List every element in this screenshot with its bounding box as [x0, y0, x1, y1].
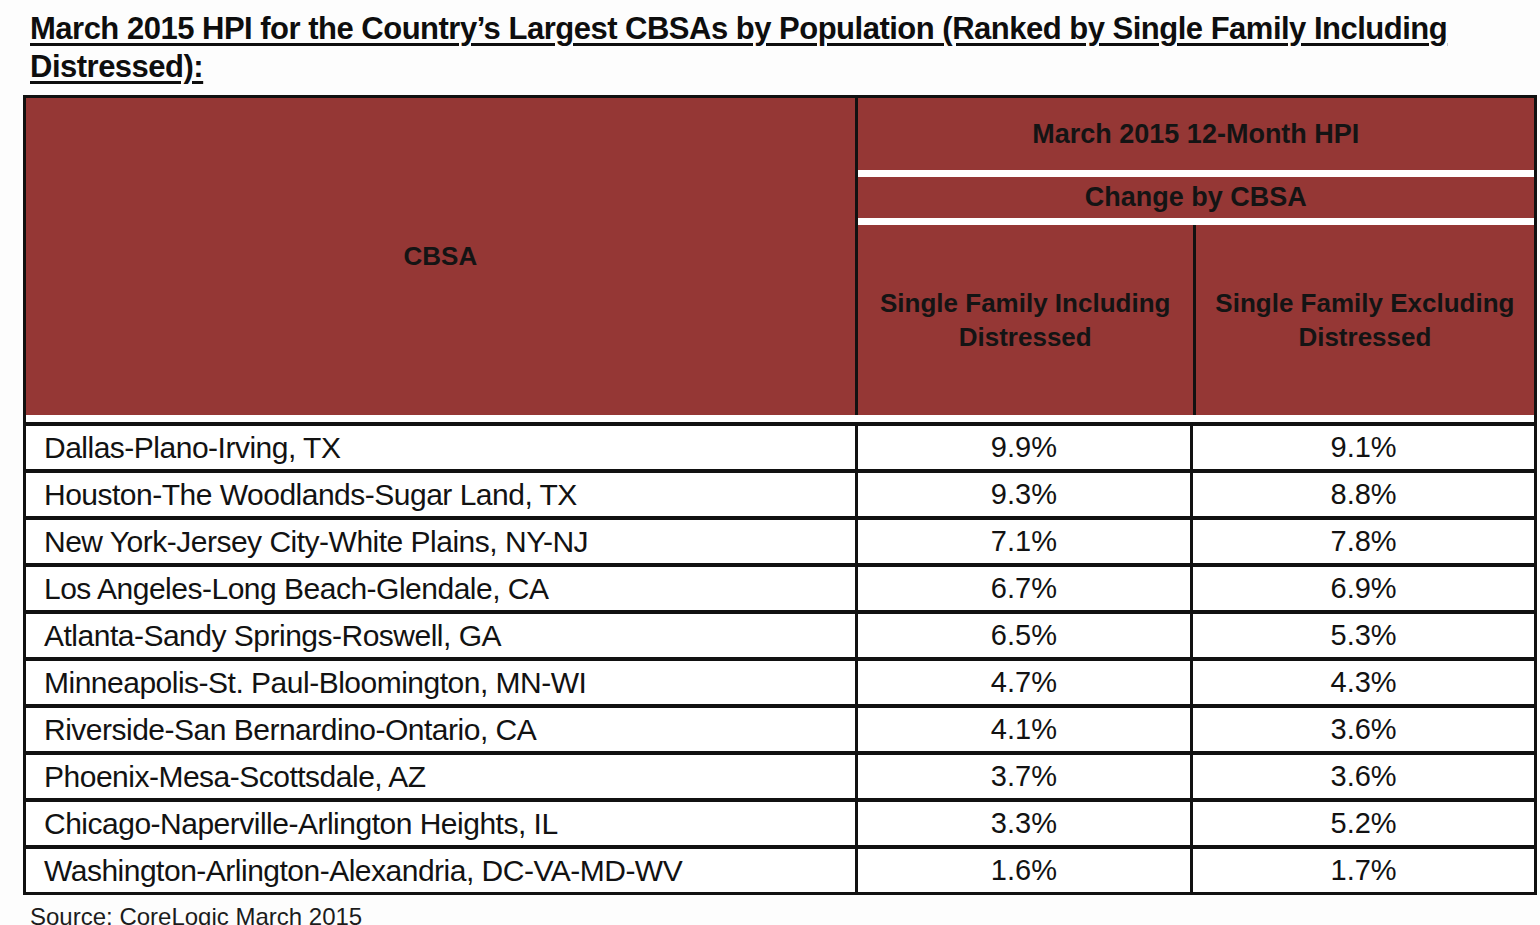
header-separator [858, 218, 1534, 225]
table-row: Los Angeles-Long Beach-Glendale, CA 6.7%… [26, 563, 1534, 610]
excluding-distressed-cell: 9.1% [1193, 426, 1534, 469]
column-header-excluding: Single Family Excluding Distressed [1193, 225, 1534, 415]
including-distressed-cell: 7.1% [858, 520, 1194, 563]
excluding-distressed-cell: 7.8% [1193, 520, 1534, 563]
column-headers-row: Single Family Including Distressed Singl… [858, 225, 1534, 415]
cbsa-cell: Los Angeles-Long Beach-Glendale, CA [26, 567, 858, 610]
page-title: March 2015 HPI for the Country’s Largest… [30, 10, 1510, 86]
table-row: New York-Jersey City-White Plains, NY-NJ… [26, 516, 1534, 563]
cbsa-cell: Phoenix-Mesa-Scottsdale, AZ [26, 755, 858, 798]
header-bottom-separator [26, 415, 1534, 422]
cbsa-cell: Riverside-San Bernardino-Ontario, CA [26, 708, 858, 751]
table-row: Atlanta-Sandy Springs-Roswell, GA 6.5% 5… [26, 610, 1534, 657]
header-right-section: March 2015 12-Month HPI Change by CBSA S… [858, 98, 1534, 415]
including-distressed-cell: 6.7% [858, 567, 1194, 610]
cbsa-cell: Houston-The Woodlands-Sugar Land, TX [26, 473, 858, 516]
header-separator [858, 170, 1534, 177]
cbsa-cell: Minneapolis-St. Paul-Bloomington, MN-WI [26, 661, 858, 704]
excluding-distressed-cell: 4.3% [1193, 661, 1534, 704]
excluding-distressed-cell: 3.6% [1193, 755, 1534, 798]
table-row: Dallas-Plano-Irving, TX 9.9% 9.1% [26, 422, 1534, 469]
table-row: Chicago-Naperville-Arlington Heights, IL… [26, 798, 1534, 845]
including-distressed-cell: 3.3% [858, 802, 1194, 845]
including-distressed-cell: 4.1% [858, 708, 1194, 751]
column-header-including-label: Single Family Including Distressed [868, 286, 1183, 354]
table-row: Washington-Arlington-Alexandria, DC-VA-M… [26, 845, 1534, 892]
including-distressed-cell: 6.5% [858, 614, 1194, 657]
subgroup-header: Change by CBSA [858, 177, 1534, 218]
including-distressed-cell: 3.7% [858, 755, 1194, 798]
cbsa-cell: New York-Jersey City-White Plains, NY-NJ [26, 520, 858, 563]
report-page: March 2015 HPI for the Country’s Largest… [0, 10, 1540, 925]
excluding-distressed-cell: 3.6% [1193, 708, 1534, 751]
excluding-distressed-cell: 8.8% [1193, 473, 1534, 516]
table-row: Riverside-San Bernardino-Ontario, CA 4.1… [26, 704, 1534, 751]
column-header-excluding-label: Single Family Excluding Distressed [1206, 286, 1524, 354]
excluding-distressed-cell: 6.9% [1193, 567, 1534, 610]
excluding-distressed-cell: 1.7% [1193, 849, 1534, 892]
excluding-distressed-cell: 5.2% [1193, 802, 1534, 845]
table-row: Minneapolis-St. Paul-Bloomington, MN-WI … [26, 657, 1534, 704]
cbsa-cell: Washington-Arlington-Alexandria, DC-VA-M… [26, 849, 858, 892]
table-header: CBSA March 2015 12-Month HPI Change by C… [26, 98, 1534, 415]
including-distressed-cell: 9.3% [858, 473, 1194, 516]
cbsa-column-header: CBSA [26, 98, 858, 415]
group-header: March 2015 12-Month HPI [858, 98, 1534, 170]
including-distressed-cell: 1.6% [858, 849, 1194, 892]
column-header-including: Single Family Including Distressed [858, 225, 1193, 415]
cbsa-cell: Dallas-Plano-Irving, TX [26, 426, 858, 469]
table-row: Phoenix-Mesa-Scottsdale, AZ 3.7% 3.6% [26, 751, 1534, 798]
source-attribution: Source: CoreLogic March 2015 [30, 903, 1540, 925]
excluding-distressed-cell: 5.3% [1193, 614, 1534, 657]
including-distressed-cell: 9.9% [858, 426, 1194, 469]
cbsa-cell: Chicago-Naperville-Arlington Heights, IL [26, 802, 858, 845]
including-distressed-cell: 4.7% [858, 661, 1194, 704]
hpi-table: CBSA March 2015 12-Month HPI Change by C… [23, 95, 1537, 895]
cbsa-cell: Atlanta-Sandy Springs-Roswell, GA [26, 614, 858, 657]
table-row: Houston-The Woodlands-Sugar Land, TX 9.3… [26, 469, 1534, 516]
